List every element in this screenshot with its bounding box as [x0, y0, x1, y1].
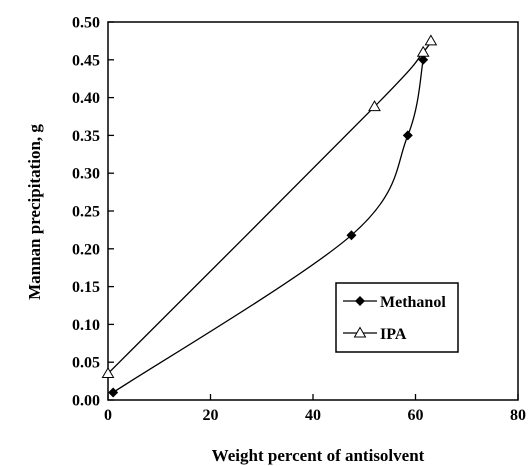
y-tick-label: 0.50: [72, 15, 100, 32]
data-point-methanol: [402, 130, 413, 141]
y-tick-label: 0.45: [72, 52, 100, 69]
y-tick-label: 0.00: [72, 393, 100, 410]
y-tick-label: 0.10: [72, 317, 100, 334]
legend-label-ipa: IPA: [380, 326, 407, 343]
x-axis-title: Weight percent of antisolvent: [212, 446, 425, 465]
y-axis: 0.00 0.05 0.10 0.15 0.20 0.25 0.30 0.35 0.40 0.45…: [72, 15, 114, 410]
legend: Methanol IPA: [335, 282, 459, 353]
legend-marker-ipa: [353, 326, 367, 338]
y-tick-label: 0.35: [72, 128, 100, 145]
x-tick-label: 60: [408, 407, 424, 424]
x-tick-label: 20: [203, 407, 219, 424]
y-tick-label: 0.25: [72, 204, 100, 221]
y-tick-label: 0.20: [72, 241, 100, 258]
legend-box: [335, 282, 459, 353]
series-line-methanol: [112, 59, 424, 393]
y-tick-label: 0.30: [72, 166, 100, 183]
data-point-methanol: [108, 387, 119, 398]
legend-label-methanol: Methanol: [380, 294, 446, 311]
data-point-ipa: [101, 367, 115, 379]
y-tick-label: 0.15: [72, 279, 100, 296]
x-tick-label: 80: [510, 407, 526, 424]
y-tick-label: 0.05: [72, 355, 100, 372]
legend-marker-methanol: [355, 296, 365, 306]
x-tick-label: 0: [104, 407, 112, 424]
x-axis: 0 20 40 60 80: [104, 394, 526, 424]
data-point-methanol: [346, 230, 357, 241]
series-layer: [101, 34, 438, 398]
y-tick-label: 0.40: [72, 90, 100, 107]
data-point-ipa: [416, 45, 430, 57]
x-tick-label: 40: [305, 407, 321, 424]
data-point-ipa: [368, 100, 381, 112]
data-point-ipa: [424, 34, 438, 46]
data-point-methanol: [418, 54, 429, 65]
y-axis-title: Mannan precipitation, g: [25, 124, 44, 300]
